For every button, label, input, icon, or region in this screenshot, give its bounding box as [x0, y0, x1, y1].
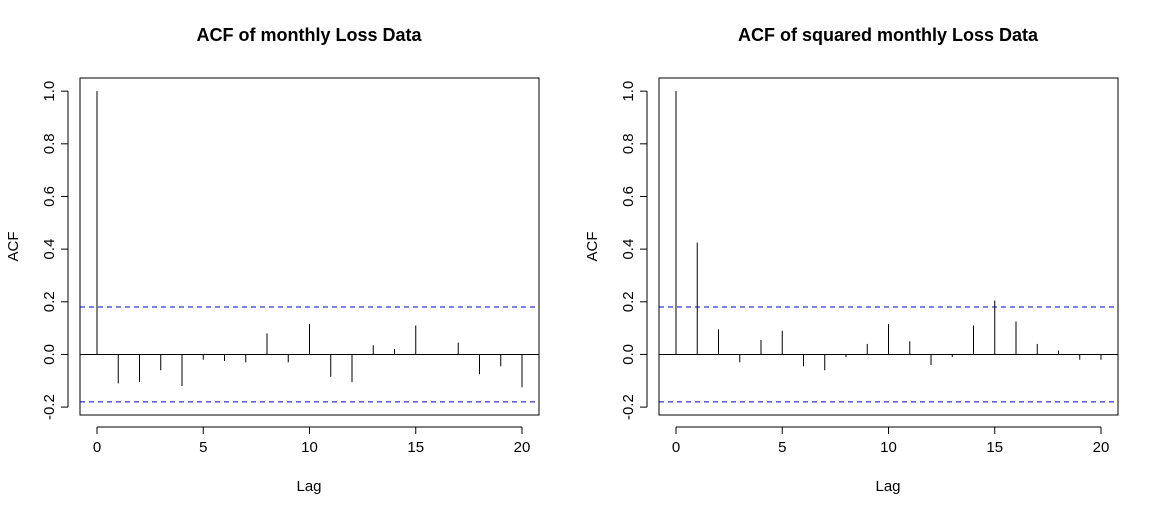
y-tick-label: 0.8 — [620, 133, 637, 154]
y-tick-label: 0.8 — [41, 133, 58, 154]
x-tick-label: 5 — [199, 439, 207, 456]
x-tick-label: 20 — [514, 439, 531, 456]
y-tick-label: 0.2 — [620, 291, 637, 312]
x-axis-label: Lag — [296, 478, 321, 495]
plot-frame — [79, 77, 540, 416]
x-axis-label: Lag — [875, 478, 900, 495]
x-tick-label: 15 — [986, 439, 1003, 456]
y-tick-label: 0.4 — [620, 239, 637, 260]
y-tick-label: 1.0 — [620, 81, 637, 102]
x-tick-label: 20 — [1093, 439, 1110, 456]
y-axis-label: ACF — [584, 232, 601, 262]
x-tick-label: 10 — [880, 439, 897, 456]
x-tick-label: 0 — [93, 439, 101, 456]
x-tick-label: 0 — [672, 439, 680, 456]
y-tick-label: -0.2 — [620, 394, 637, 420]
y-axis-label: ACF — [5, 232, 22, 262]
y-tick-label: 0.6 — [620, 186, 637, 207]
y-tick-label: -0.2 — [41, 394, 58, 420]
x-tick-label: 5 — [778, 439, 786, 456]
chart-title: ACF of squared monthly Loss Data — [738, 25, 1039, 45]
x-tick-label: 10 — [301, 439, 318, 456]
y-tick-label: 0.6 — [41, 186, 58, 207]
x-tick-label: 15 — [407, 439, 424, 456]
y-tick-label: 1.0 — [41, 81, 58, 102]
y-tick-label: 0.4 — [41, 239, 58, 260]
y-tick-label: 0.0 — [41, 344, 58, 365]
plot-frame — [658, 77, 1119, 416]
y-tick-label: 0.0 — [620, 344, 637, 365]
chart-title: ACF of monthly Loss Data — [196, 25, 422, 45]
y-tick-label: 0.2 — [41, 291, 58, 312]
